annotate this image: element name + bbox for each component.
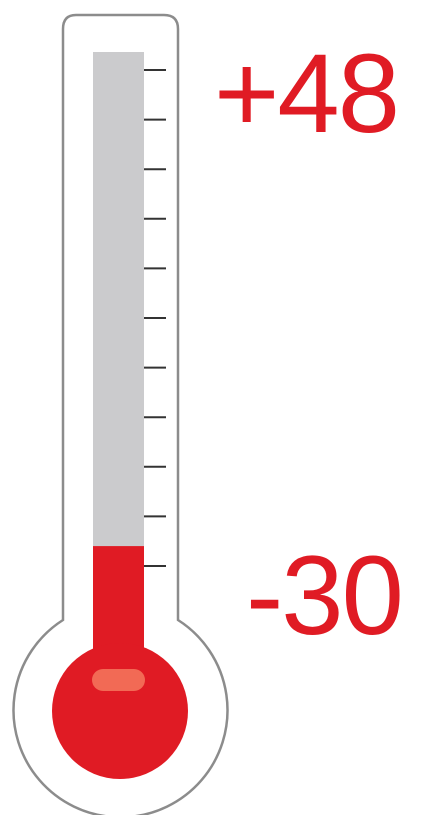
bulb-highlight — [92, 669, 145, 691]
mercury-bulb — [52, 643, 188, 779]
min-temperature-label: -30 — [246, 533, 404, 658]
tick-marks — [144, 69, 166, 567]
max-temperature-label: +48 — [214, 31, 400, 156]
